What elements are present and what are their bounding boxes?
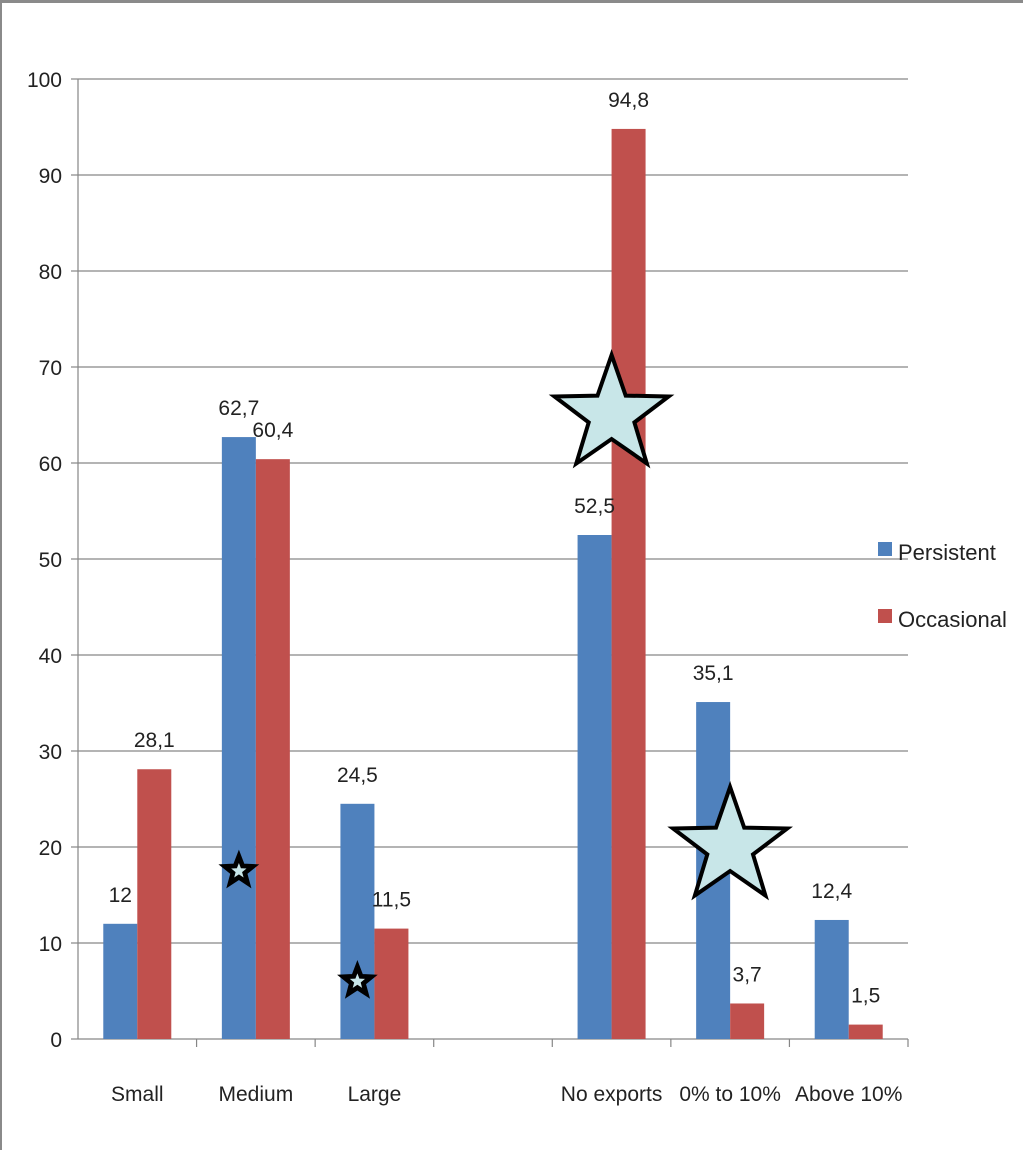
data-label: 24,5 (337, 764, 378, 787)
data-label: 52,5 (574, 495, 615, 518)
y-tick-label: 60 (39, 453, 62, 476)
y-tick-label: 40 (39, 645, 62, 668)
data-label: 62,7 (218, 397, 259, 420)
data-label: 12,4 (811, 880, 852, 903)
bars (103, 128, 883, 1040)
data-label: 60,4 (252, 419, 293, 442)
gridlines (78, 78, 908, 944)
y-tick-label: 30 (39, 741, 62, 764)
x-axis: Small Medium Large No exports 0% to 10% Above… (78, 1038, 909, 1106)
star-icon (667, 780, 793, 901)
data-labels: 12 62,7 24,5 52,5 35,1 12,4 28,1 60,4 11,5 94,8 3,… (109, 89, 881, 1008)
legend-swatch-occasional (878, 609, 892, 623)
x-tick-label: No exports (561, 1083, 663, 1106)
bar-occasional (137, 769, 172, 1039)
data-label: 11,5 (372, 889, 411, 912)
bar-persistent (577, 535, 612, 1039)
bar-chart: 0 10 20 30 40 50 60 70 80 90 100 Small Medium Large N… (27, 69, 1007, 1106)
bar-occasional (611, 128, 646, 1040)
bar-persistent (221, 437, 256, 1040)
data-label: 94,8 (608, 89, 649, 112)
x-tick-label: Large (348, 1083, 402, 1106)
data-label: 3,7 (733, 963, 762, 986)
x-tick-label: 0% to 10% (679, 1083, 781, 1106)
bar-occasional (374, 928, 409, 1039)
x-tick-label: Medium (219, 1083, 294, 1106)
data-label: 12 (109, 884, 132, 907)
star-annotations (218, 348, 793, 999)
star-icon (548, 348, 675, 469)
data-label: 28,1 (134, 729, 175, 752)
y-tick-label: 10 (39, 933, 62, 956)
legend-label-occasional: Occasional (898, 607, 1007, 632)
y-tick-label: 0 (50, 1029, 62, 1052)
star-icon-inner (349, 973, 365, 988)
y-tick-label: 20 (39, 837, 62, 860)
legend-label-persistent: Persistent (898, 540, 996, 565)
bar-occasional (848, 1024, 883, 1039)
y-tick-label: 70 (39, 357, 62, 380)
y-tick-label: 100 (27, 69, 62, 92)
y-axis: 0 10 20 30 40 50 60 70 80 90 100 (27, 69, 79, 1052)
bar-occasional (730, 1003, 765, 1039)
y-tick-label: 50 (39, 549, 62, 572)
data-label: 35,1 (693, 662, 734, 685)
legend: Persistent Occasional (878, 540, 1007, 632)
x-tick-label: Small (111, 1083, 164, 1106)
bar-persistent (814, 919, 849, 1039)
y-tick-label: 80 (39, 261, 62, 284)
bar-occasional (255, 459, 290, 1039)
data-label: 1,5 (851, 985, 880, 1008)
bar-persistent (340, 803, 375, 1039)
bar-persistent (103, 923, 138, 1039)
legend-swatch-persistent (878, 542, 892, 556)
star-icon-inner (231, 863, 247, 878)
y-tick-label: 90 (39, 165, 62, 188)
x-tick-label: Above 10% (795, 1083, 902, 1106)
